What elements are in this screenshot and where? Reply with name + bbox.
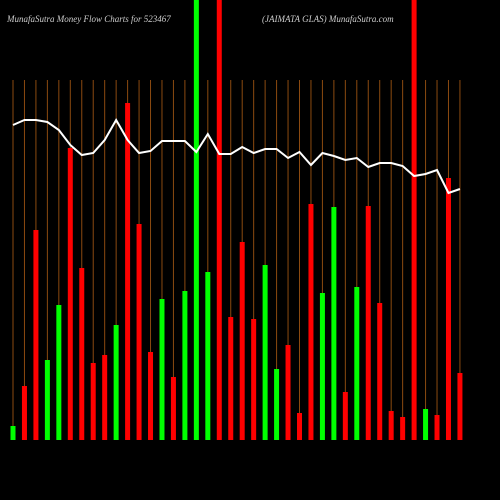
bar xyxy=(251,319,257,440)
bar xyxy=(262,265,268,440)
bar xyxy=(56,305,62,440)
bar xyxy=(205,272,211,440)
bar xyxy=(388,411,394,440)
chart-title: MunafaSutra Money Flow Charts for 523467 xyxy=(6,14,171,24)
bar xyxy=(445,178,451,440)
bar xyxy=(10,426,16,440)
bar xyxy=(434,415,440,440)
bar xyxy=(411,0,417,440)
bar xyxy=(125,103,131,440)
bar xyxy=(216,0,222,440)
bar xyxy=(67,148,73,440)
money-flow-line xyxy=(12,117,461,195)
bar xyxy=(239,242,245,440)
bar xyxy=(457,373,463,440)
bar xyxy=(148,352,154,440)
bar xyxy=(33,230,39,440)
bar xyxy=(113,325,119,440)
chart-subtitle: (JAIMATA GLAS) MunafaSutra.com xyxy=(262,14,394,24)
bar xyxy=(79,268,85,440)
bar xyxy=(90,363,96,440)
bar xyxy=(377,303,383,440)
bar xyxy=(354,287,360,440)
bar xyxy=(44,360,50,440)
bar xyxy=(170,377,176,440)
bar xyxy=(319,293,325,440)
bar xyxy=(423,409,429,440)
bar xyxy=(274,369,280,440)
bar xyxy=(365,206,371,440)
bar xyxy=(308,204,314,440)
bar xyxy=(193,0,199,440)
bar xyxy=(331,207,337,440)
bar xyxy=(102,355,108,440)
bar xyxy=(400,417,406,440)
bar xyxy=(285,345,291,440)
bar xyxy=(21,386,27,440)
bar xyxy=(182,291,188,440)
bar xyxy=(342,392,348,440)
bar xyxy=(159,299,165,440)
bar xyxy=(136,224,142,440)
bar xyxy=(228,317,234,440)
bar xyxy=(297,413,302,440)
